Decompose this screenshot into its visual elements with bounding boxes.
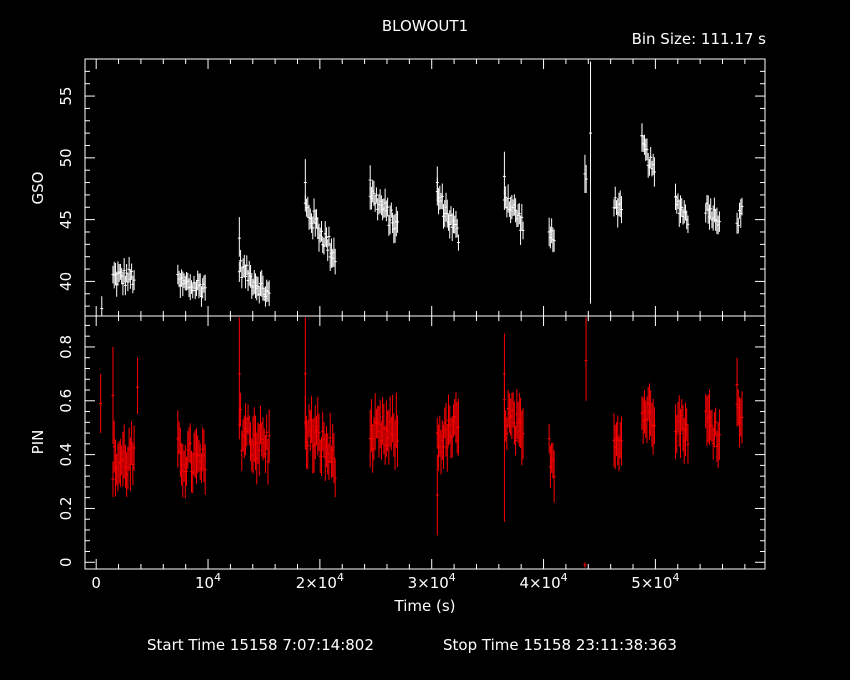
x-tick-label: 2×104 — [296, 571, 344, 592]
bin-size-label: Bin Size: 111.17 s — [631, 30, 766, 48]
x-tick-label: 0 — [91, 574, 101, 592]
gso-y-tick-label: 45 — [57, 210, 75, 229]
pin-series — [99, 317, 744, 568]
x-tick-label: 4×104 — [519, 571, 567, 592]
pin-y-tick-label: 0.4 — [57, 443, 75, 467]
x-tick-label: 5×104 — [631, 571, 679, 592]
stop-time-label: Stop Time 15158 23:11:38:363 — [443, 636, 677, 654]
gso-y-tick-label: 40 — [57, 272, 75, 291]
gso-y-tick-label: 55 — [57, 87, 75, 106]
pin-y-tick-label: 0 — [57, 557, 75, 567]
gso-y-tick-label: 50 — [57, 148, 75, 167]
start-time-label: Start Time 15158 7:07:14:802 — [147, 636, 374, 654]
pin-y-tick-label: 0.2 — [57, 497, 75, 521]
pin-y-tick-label: 0.6 — [57, 389, 75, 413]
pin-frame — [84, 315, 766, 570]
x-axis-label: Time (s) — [394, 597, 456, 615]
x-tick-label: 3×104 — [408, 571, 456, 592]
chart-title: BLOWOUT1 — [381, 17, 469, 35]
pin-y-tick-label: 0.8 — [57, 335, 75, 359]
gso-series — [100, 61, 744, 316]
x-tick-label: 104 — [195, 571, 221, 592]
